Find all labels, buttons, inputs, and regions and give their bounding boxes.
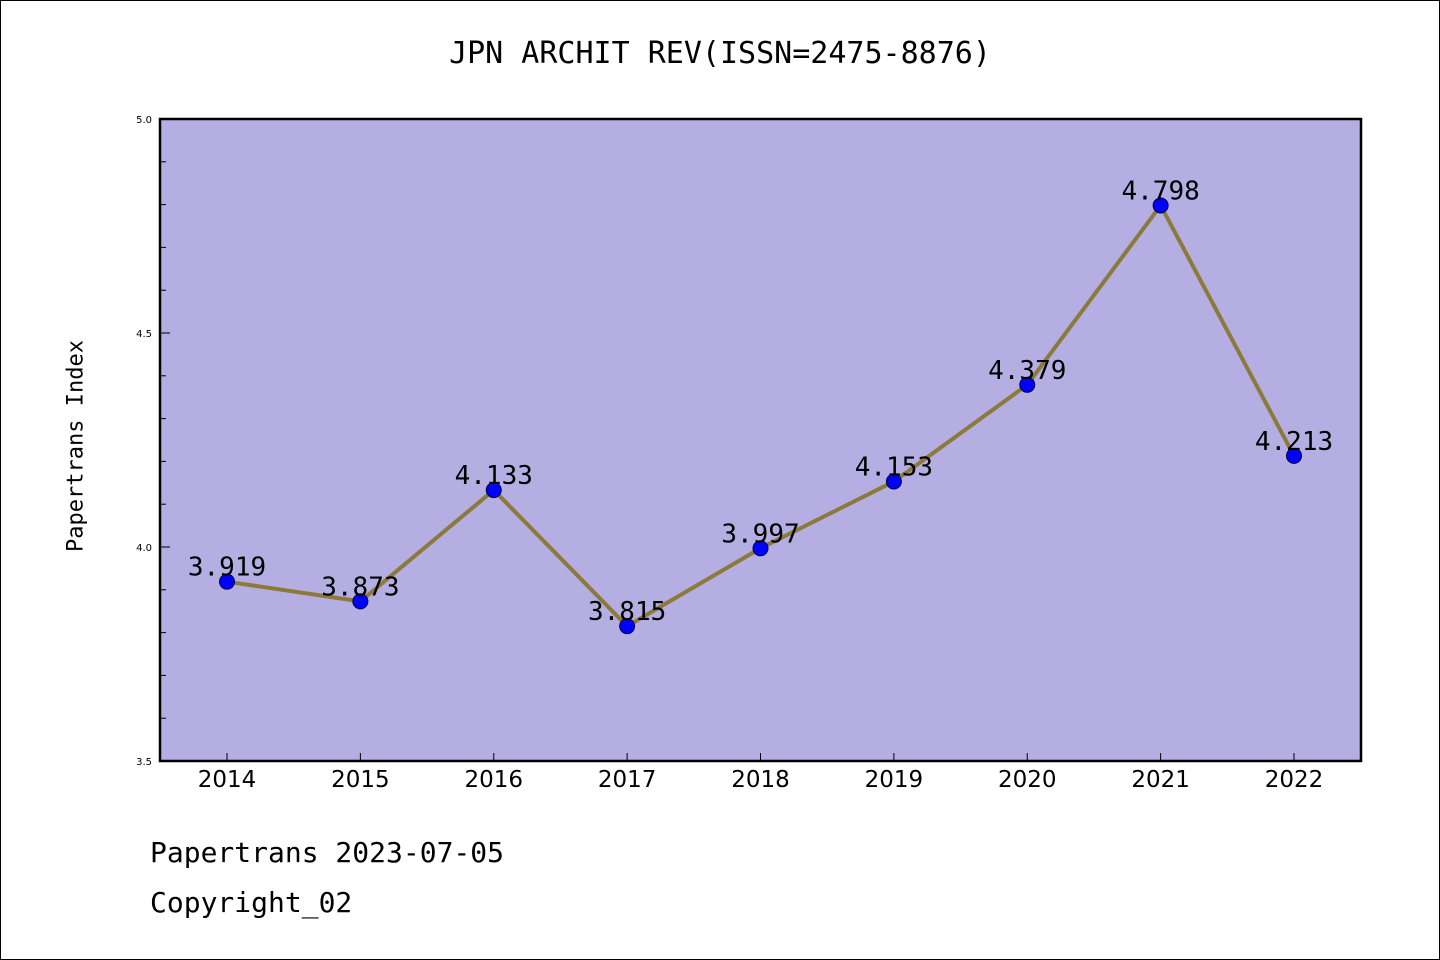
data-label: 4.798 xyxy=(1121,176,1199,206)
plot-area xyxy=(160,119,1361,761)
x-tick-label: 2019 xyxy=(865,767,924,793)
data-label: 4.153 xyxy=(855,453,933,483)
footer-copyright: Copyright_02 xyxy=(150,886,353,919)
y-tick-label: 5.0 xyxy=(136,115,152,126)
x-tick-label: 2017 xyxy=(598,767,657,793)
data-point xyxy=(619,618,636,635)
chart-title: JPN ARCHIT REV(ISSN=2475-8876) xyxy=(449,36,991,71)
data-point xyxy=(1019,376,1036,393)
x-tick-label: 2015 xyxy=(331,767,390,793)
y-tick-label: 4.0 xyxy=(136,543,152,554)
data-label: 3.919 xyxy=(188,553,266,583)
data-label: 3.873 xyxy=(321,572,399,602)
data-label: 3.815 xyxy=(588,597,666,627)
data-point xyxy=(1286,447,1302,464)
y-tick-label: 4.5 xyxy=(136,329,152,340)
data-label: 4.379 xyxy=(988,356,1066,386)
data-label: 3.997 xyxy=(721,519,799,549)
x-tick-label: 2014 xyxy=(198,767,257,793)
data-label: 4.133 xyxy=(455,461,533,491)
x-tick-label: 2020 xyxy=(998,767,1057,793)
data-point xyxy=(752,540,769,557)
data-point xyxy=(219,573,235,590)
x-tick-label: 2016 xyxy=(464,767,523,793)
data-point xyxy=(352,593,369,610)
x-tick-label: 2022 xyxy=(1265,767,1324,793)
plot-border xyxy=(158,117,1363,763)
x-tick-label: 2021 xyxy=(1131,767,1190,793)
data-point xyxy=(1152,197,1169,214)
data-point xyxy=(885,473,902,490)
y-tick-label: 3.5 xyxy=(136,757,152,768)
data-point xyxy=(485,482,502,499)
data-label: 4.213 xyxy=(1255,427,1333,457)
x-tick-label: 2018 xyxy=(731,767,790,793)
footer-date: Papertrans 2023-07-05 xyxy=(150,836,505,869)
